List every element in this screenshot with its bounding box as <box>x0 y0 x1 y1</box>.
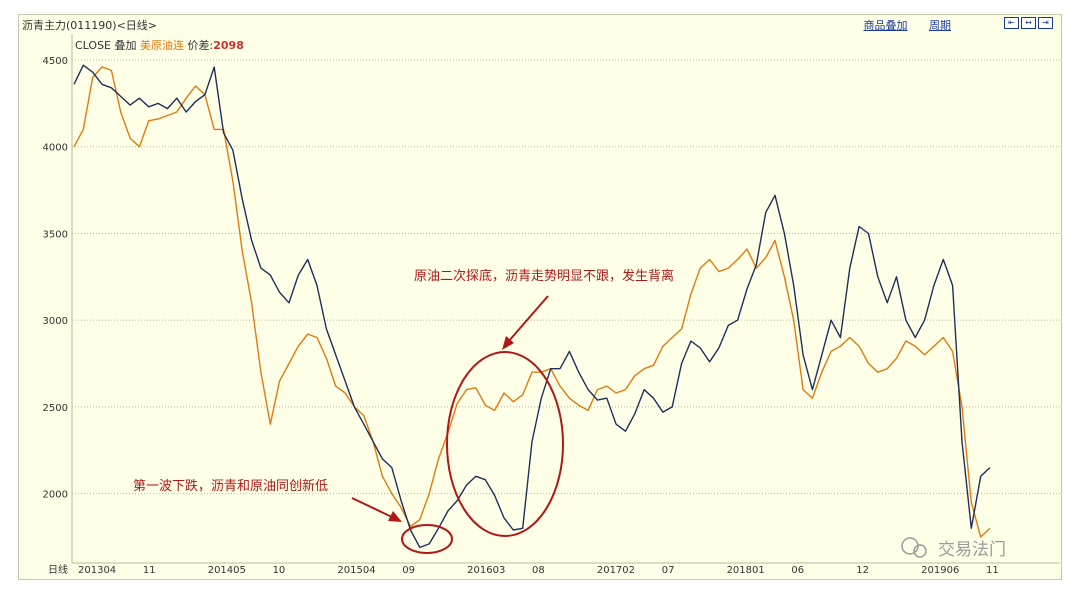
first-low-annotation: 第一波下跌，沥青和原油同创新低 <box>133 478 328 494</box>
x-tick-label: 201906 <box>921 565 959 576</box>
legend-close-label: CLOSE <box>75 39 112 52</box>
x-tick-label: 07 <box>662 565 675 576</box>
y-tick-label: 2500 <box>43 403 68 414</box>
x-tick-label: 12 <box>856 565 869 576</box>
x-tick-label: 11 <box>143 565 156 576</box>
legend: CLOSE 叠加 美原油连 价差:2098 <box>75 37 244 53</box>
chart-frame: 沥青主力(011190)<日线> 商品叠加 周期 ⇤ ↔ ⇥ CLOSE 叠加 … <box>18 14 1062 580</box>
chart-title: 沥青主力(011190)<日线> <box>22 19 158 32</box>
first-low-arrow-head <box>388 511 402 522</box>
x-tick-label: 09 <box>402 565 415 576</box>
y-tick-label: 3500 <box>43 229 68 240</box>
first-low-circle <box>401 524 453 554</box>
x-tick-label: 11 <box>986 565 999 576</box>
crude-oil-line <box>73 66 991 538</box>
asphalt-close-line <box>73 64 991 549</box>
zoom-controls: ⇤ ↔ ⇥ <box>1004 17 1053 29</box>
x-axis-label: 日线 <box>48 563 68 576</box>
divergence-arrow <box>507 295 549 343</box>
period-link[interactable]: 周期 <box>929 19 951 32</box>
zoom-in-icon[interactable]: ⇥ <box>1038 17 1053 29</box>
wechat-icon <box>901 537 927 558</box>
x-tick-label: 201801 <box>727 565 765 576</box>
legend-spread-label: 价差: <box>187 39 214 52</box>
toolbar-links: 商品叠加 周期 <box>846 17 952 33</box>
x-tick-label: 08 <box>532 565 545 576</box>
x-tick-label: 201702 <box>597 565 635 576</box>
y-tick-label: 3000 <box>43 316 68 327</box>
y-tick-label: 4500 <box>43 56 68 67</box>
x-tick-label: 201603 <box>467 565 505 576</box>
x-tick-label: 201304 <box>78 565 116 576</box>
watermark: 交易法门 <box>938 540 1006 560</box>
x-tick-label: 201405 <box>208 565 246 576</box>
x-tick-label: 201504 <box>337 565 375 576</box>
legend-overlay-name: 美原油连 <box>140 39 185 52</box>
zoom-out-icon[interactable]: ⇤ <box>1004 17 1019 29</box>
legend-overlay-label: 叠加 <box>114 39 137 52</box>
y-tick-label: 2000 <box>43 490 68 501</box>
overlay-commodity-link[interactable]: 商品叠加 <box>863 19 908 32</box>
divergence-arrow-head <box>502 336 514 350</box>
legend-spread-value: 2098 <box>213 39 244 52</box>
reset-icon[interactable]: ↔ <box>1021 17 1036 29</box>
y-tick-label: 4000 <box>43 143 68 154</box>
divergence-annotation: 原油二次探底，沥青走势明显不跟，发生背离 <box>414 268 674 284</box>
x-tick-label: 10 <box>273 565 286 576</box>
x-tick-label: 06 <box>791 565 804 576</box>
first-low-arrow <box>351 497 395 519</box>
divergence-circle <box>446 351 564 537</box>
